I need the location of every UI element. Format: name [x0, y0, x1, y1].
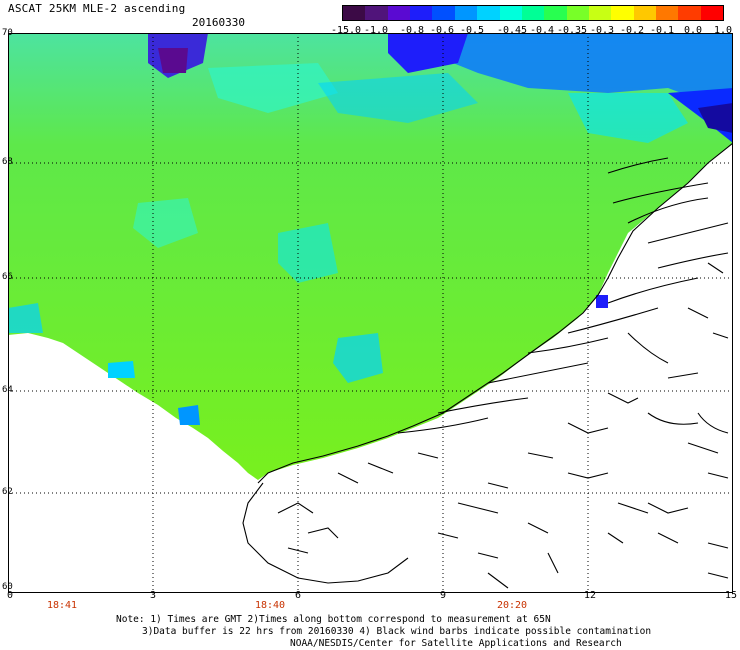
- lon-label-12: 12: [583, 590, 597, 601]
- lat-label-70: 70: [2, 28, 13, 38]
- colorbar-label-5: -0.45: [496, 25, 528, 36]
- lat-label-68: 68: [2, 157, 13, 167]
- colorbar-swatch-7: [499, 6, 522, 20]
- colorbar-swatch-6: [477, 6, 500, 20]
- colorbar-swatch-9: [544, 6, 567, 20]
- colorbar-swatch-14: [656, 6, 679, 20]
- colorbar-label-2: -0.8: [399, 25, 425, 36]
- colorbar-label-0: -15.0: [330, 25, 362, 36]
- lat-label-62: 62: [2, 487, 13, 497]
- colorbar-label-4: -0.5: [459, 25, 485, 36]
- colorbar-swatch-3: [410, 6, 433, 20]
- lon-label-9: 9: [439, 590, 447, 601]
- colorbar-swatch-16: [700, 6, 724, 20]
- colorbar-swatch-8: [521, 6, 545, 20]
- colorbar-swatch-15: [678, 6, 701, 20]
- colorbar-labels: -15.0 -1.0 -0.8 -0.6 -0.5 -0.45 -0.4 -0.35 -0.3-…: [330, 25, 733, 37]
- colorbar-label-1: -1.0: [363, 25, 389, 36]
- map-title: ASCAT 25KM MLE-2 ascending: [8, 2, 186, 15]
- time-label-3: 20:20: [496, 600, 528, 611]
- colorbar-label-12: 1.0: [713, 25, 733, 36]
- note-line-2: 3)Data buffer is 22 hrs from 20160330 4)…: [142, 626, 652, 637]
- graticule: [8, 33, 733, 593]
- time-label-2: 18:40: [254, 600, 286, 611]
- colorbar-swatch-11: [588, 6, 612, 20]
- lon-label-6: 6: [294, 590, 302, 601]
- map-panel: [8, 33, 733, 593]
- lon-label-15: 15: [724, 590, 738, 601]
- colorbar: [342, 5, 724, 21]
- colorbar-label-8: -0.3: [589, 25, 615, 36]
- colorbar-swatch-0: [343, 6, 366, 20]
- colorbar-swatch-13: [633, 6, 657, 20]
- lat-label-66: 66: [2, 272, 13, 282]
- colorbar-swatch-10: [566, 6, 589, 20]
- colorbar-swatch-5: [454, 6, 478, 20]
- lat-label-64: 64: [2, 385, 13, 395]
- colorbar-label-7: -0.35: [556, 25, 588, 36]
- colorbar-label-3: -0.6: [429, 25, 455, 36]
- lat-label-60: 60: [2, 582, 13, 592]
- colorbar-label-6: -0.4: [529, 25, 555, 36]
- colorbar-swatch-12: [611, 6, 634, 20]
- colorbar-swatch-4: [432, 6, 455, 20]
- lon-label-3: 3: [149, 590, 157, 601]
- lon-label-0: 0: [6, 590, 14, 601]
- coastline: [242, 142, 733, 589]
- time-label-1: 18:41: [46, 600, 78, 611]
- wind-field: [8, 33, 733, 480]
- map-svg: [8, 33, 733, 593]
- colorbar-label-11: 0.0: [683, 25, 703, 36]
- note-line-3: NOAA/NESDIS/Center for Satellite Applica…: [290, 638, 622, 649]
- colorbar-label-10: -0.1: [649, 25, 675, 36]
- note-line-1: Note: 1) Times are GMT 2)Times along bot…: [116, 614, 551, 625]
- colorbar-swatch-2: [387, 6, 411, 20]
- colorbar-swatch-1: [365, 6, 388, 20]
- map-date: 20160330: [192, 16, 245, 29]
- colorbar-label-9: -0.2: [619, 25, 645, 36]
